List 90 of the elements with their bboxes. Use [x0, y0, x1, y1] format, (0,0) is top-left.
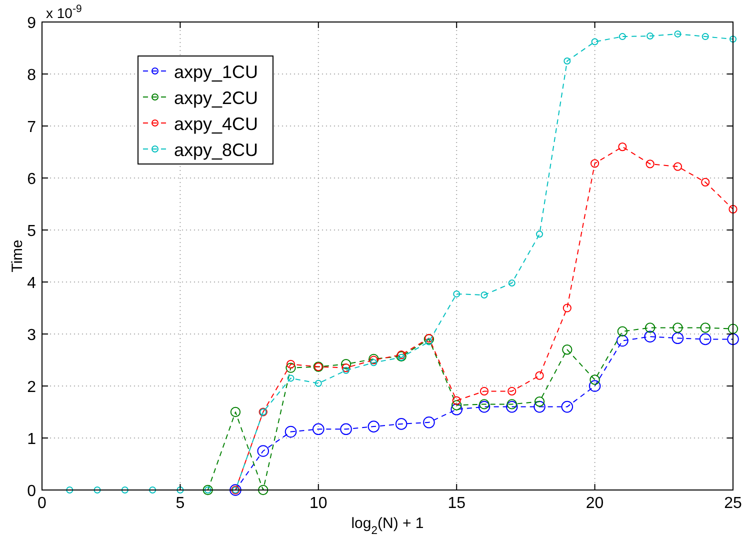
- point: [284, 426, 297, 438]
- x-tick-label: 5: [176, 495, 185, 512]
- point: [478, 400, 490, 413]
- legend-label: axpy_8CU: [174, 140, 258, 160]
- y-tick-label: 2: [27, 379, 36, 396]
- point: [314, 380, 322, 387]
- y-tick-label: 1: [27, 431, 36, 448]
- point: [479, 399, 490, 410]
- point: [506, 399, 517, 410]
- y-tick-label: 0: [27, 483, 36, 500]
- point: [286, 360, 296, 368]
- point: [230, 406, 241, 418]
- point: [453, 290, 460, 298]
- point: [121, 486, 128, 494]
- x-tick-label: 25: [724, 495, 742, 512]
- y-tick-label: 6: [27, 171, 36, 188]
- point: [149, 486, 156, 494]
- point: [452, 396, 461, 405]
- point: [450, 404, 462, 416]
- point: [535, 371, 544, 380]
- point: [644, 330, 656, 342]
- point: [646, 32, 654, 40]
- point: [94, 486, 101, 494]
- point: [257, 445, 270, 457]
- y-tick-label: 5: [27, 223, 36, 240]
- x-tick-label: 15: [448, 495, 466, 512]
- point: [591, 38, 598, 46]
- point: [701, 178, 710, 186]
- point: [644, 322, 656, 333]
- point: [480, 386, 489, 396]
- point: [534, 396, 545, 407]
- point: [561, 400, 574, 413]
- point: [368, 420, 380, 432]
- legend-label: axpy_1CU: [174, 62, 258, 82]
- legend-label: axpy_4CU: [174, 114, 258, 134]
- point: [727, 333, 739, 346]
- point: [646, 160, 654, 168]
- point: [508, 280, 516, 287]
- point: [616, 334, 628, 347]
- point: [452, 400, 462, 410]
- point: [506, 400, 518, 413]
- y-tick-label: 9: [27, 15, 36, 32]
- point: [590, 159, 600, 168]
- point: [287, 374, 294, 382]
- point: [728, 324, 738, 334]
- point: [340, 359, 352, 370]
- point: [342, 366, 350, 374]
- y-tick-label: 4: [27, 275, 36, 292]
- point: [534, 400, 546, 413]
- y-axis-title: Time: [9, 240, 26, 272]
- point: [564, 58, 571, 64]
- point: [618, 142, 627, 152]
- x-axis-title: log$_{2}$(N) + 1: [351, 515, 424, 537]
- point: [672, 322, 683, 333]
- point: [370, 359, 378, 366]
- point: [590, 374, 600, 385]
- point: [340, 423, 352, 436]
- text: x 10$^{-9}$: [46, 3, 82, 21]
- point: [673, 162, 682, 171]
- point: [730, 36, 736, 43]
- point: [700, 322, 710, 333]
- point: [562, 344, 572, 355]
- point: [395, 418, 408, 430]
- point: [176, 486, 184, 494]
- point: [702, 33, 709, 40]
- y-tick-label: 7: [27, 119, 36, 136]
- point: [480, 292, 488, 298]
- x-tick-label: 10: [310, 495, 328, 512]
- y-tick-label: 3: [27, 327, 36, 344]
- point: [66, 486, 74, 494]
- point: [423, 416, 435, 428]
- legend-label: axpy_2CU: [174, 88, 258, 108]
- point: [588, 380, 601, 392]
- point: [562, 304, 572, 312]
- point: [728, 204, 738, 214]
- point: [618, 33, 626, 40]
- point: [398, 354, 405, 361]
- point: [699, 333, 712, 346]
- y-tick-label: 8: [27, 67, 36, 84]
- point: [342, 364, 350, 372]
- x-tick-label: 20: [586, 495, 604, 512]
- point: [617, 326, 628, 336]
- point: [286, 362, 296, 373]
- point: [258, 484, 268, 496]
- point: [508, 386, 516, 396]
- point: [312, 423, 324, 436]
- point: [536, 230, 544, 238]
- x-tick-label: 0: [38, 495, 47, 512]
- point: [674, 30, 682, 38]
- point: [672, 332, 684, 344]
